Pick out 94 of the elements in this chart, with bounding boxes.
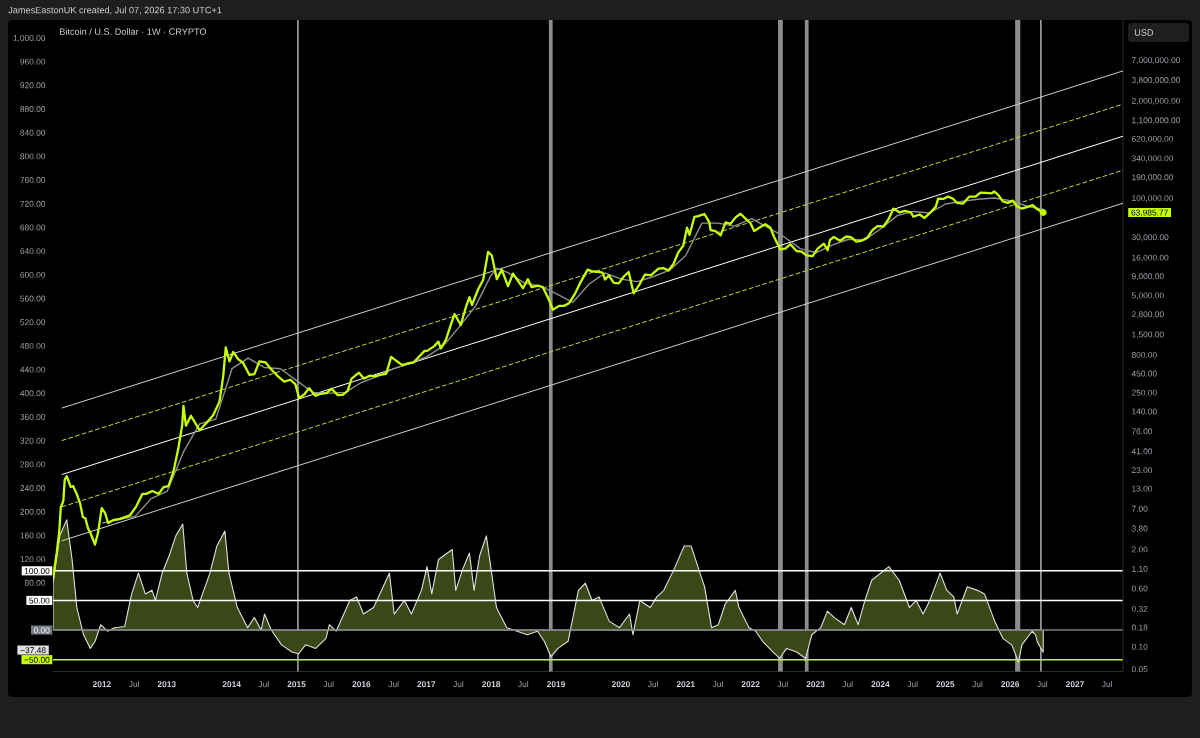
ref-line-label: 50.00 [29,597,50,604]
x-tick-label: 2022 [741,681,760,688]
y-tick-label: 280.00 [20,461,46,468]
y2-tick-label: 3,800,000.00 [1131,77,1181,84]
text: JamesEastonUK created, Jul 07, 2026 17:30 UTC+1 [8,6,222,15]
x-tick-label: 2026 [1001,681,1020,688]
y2-tick-label: 620,000.00 [1131,135,1174,143]
y2-tick-label: 1,500.00 [1132,331,1164,339]
y-tick-label: −37.48 [20,647,46,654]
y-tick-label: 200.00 [20,508,46,515]
y2-tick-label: 250.00 [1131,389,1157,396]
ref-line-label: −50.00 [24,656,50,663]
x-tick-label: 2025 [936,681,955,688]
y-tick-label: 360.00 [20,414,46,420]
y-tick-label: 840.00 [20,129,46,136]
x-tick-label: 2024 [871,681,890,688]
x-tick-label: Jul [518,680,529,688]
y2-tick-label: 63,985.77 [1131,209,1168,217]
y2-tick-label: 5,000.00 [1131,292,1164,300]
y2-tick-label: 0.60 [1131,585,1148,592]
x-tick-label: 2023 [806,681,825,688]
x-tick-label: Jul [128,680,139,688]
y-tick-label: 640.00 [20,248,46,255]
y-tick-label: 320.00 [20,437,46,444]
x-tick-label: 2019 [547,681,565,688]
y2-tick-label: 7.00 [1131,505,1148,512]
y-tick-label: 560.00 [20,295,46,302]
y2-tick-label: 2,800.00 [1131,311,1164,319]
y-tick-label: 720.00 [20,200,46,207]
y2-tick-label: 7,000,000.00 [1131,57,1181,65]
y-tick-label: 880.00 [20,106,46,112]
x-tick-label: Jul [323,680,334,688]
y2-tick-label: 800.00 [1131,351,1157,358]
y-tick-label: 680.00 [20,224,46,231]
ref-line-label: 100.00 [24,568,50,574]
y2-tick-label: 23.00 [1131,467,1153,474]
x-tick-label: Jul [777,680,788,688]
y-tick-label: 160.00 [20,532,46,539]
y-tick-label: 80.00 [24,579,46,586]
x-tick-label: 2027 [1066,681,1084,688]
y-tick-label: 920.00 [20,82,46,89]
y-tick-label: 1,000.00 [13,34,46,42]
y-tick-label: 960.00 [20,58,46,65]
y2-tick-label: 3.80 [1131,525,1148,532]
x-tick-label: Jul [842,680,853,688]
x-tick-label: 2015 [287,681,306,688]
x-tick-label: 2013 [157,681,176,688]
y2-tick-label: 76.00 [1131,428,1153,435]
y-tick-label: 600.00 [20,271,46,278]
x-tick-label: 2017 [417,681,436,688]
x-tick-label: Jul [712,680,723,688]
y-tick-label: 800.00 [20,153,46,160]
y2-tick-label: 0.18 [1131,624,1148,631]
y2-axis-title: USD [1134,29,1154,36]
y2-tick-label: 30,000.00 [1131,234,1169,242]
y-tick-label: 120.00 [20,556,46,563]
x-tick-label: Jul [907,680,918,688]
y2-tick-label: 100,000.00 [1132,195,1174,203]
x-tick-label: Jul [647,680,658,688]
y2-tick-label: 41.00 [1131,448,1153,455]
text: Bitcoin / U.S. Dollar · 1W · CRYPTO [59,28,207,35]
x-tick-label: Jul [453,680,464,688]
x-tick-label: Jul [388,680,399,688]
y2-tick-label: 190,000.00 [1132,174,1174,182]
y2-tick-label: 13.00 [1132,485,1153,492]
y2-tick-label: 0.10 [1131,643,1148,650]
y2-tick-label: 340,000.00 [1131,155,1174,163]
y2-tick-label: 1.10 [1132,565,1148,572]
y2-tick-label: 140.00 [1132,408,1157,415]
y2-tick-label: 2,000,000.00 [1131,97,1181,105]
ref-line-label: 0.00 [33,627,50,634]
y2-tick-label: 2.00 [1131,546,1148,553]
x-tick-label: Jul [972,680,983,688]
y-tick-label: 440.00 [20,366,46,373]
y2-tick-label: 9,000.00 [1131,273,1164,281]
y2-tick-label: 16,000.00 [1132,254,1169,262]
y2-tick-label: 0.32 [1131,605,1148,612]
y-tick-label: 400.00 [20,390,46,397]
y-tick-label: 480.00 [20,342,46,349]
y-tick-label: 240.00 [20,485,46,492]
y2-tick-label: 1,100,000.00 [1132,117,1181,125]
y2-tick-label: 0.05 [1131,666,1148,673]
x-tick-label: 2020 [611,681,630,688]
x-tick-label: Jul [1101,680,1112,688]
y-tick-label: 760.00 [20,177,46,184]
x-tick-label: 2021 [676,681,695,688]
y2-tick-label: 450.00 [1131,370,1157,377]
y-tick-label: 520.00 [20,319,46,326]
x-tick-label: 2016 [352,681,371,688]
x-tick-label: 2014 [222,681,241,688]
x-tick-label: Jul [1037,680,1048,688]
x-tick-label: Jul [258,680,269,688]
x-tick-label: 2012 [92,681,111,688]
x-tick-label: 2018 [482,681,501,688]
